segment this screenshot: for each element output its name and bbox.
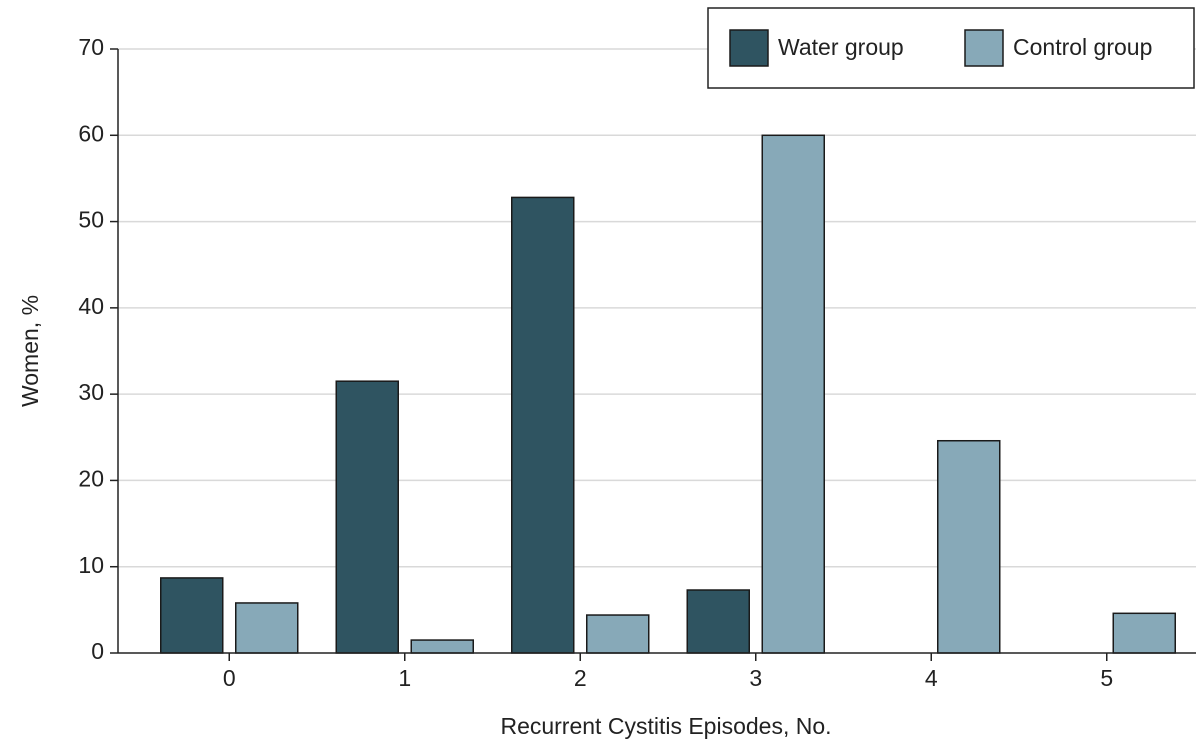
y-tick-label: 50 bbox=[78, 207, 104, 233]
x-tick-label: 0 bbox=[223, 665, 236, 691]
x-tick-label: 1 bbox=[398, 665, 411, 691]
legend-label: Water group bbox=[778, 34, 904, 60]
y-tick-label: 40 bbox=[78, 293, 104, 319]
x-tick-label: 5 bbox=[1100, 665, 1113, 691]
x-tick-label: 4 bbox=[925, 665, 938, 691]
x-axis-label: Recurrent Cystitis Episodes, No. bbox=[500, 713, 831, 739]
bar bbox=[586, 614, 650, 654]
bar bbox=[235, 602, 299, 654]
y-tick-label: 60 bbox=[78, 120, 104, 146]
bar bbox=[410, 639, 474, 654]
bar bbox=[686, 589, 750, 654]
x-tick-label: 2 bbox=[574, 665, 587, 691]
legend-swatch bbox=[729, 29, 769, 67]
y-tick-label: 20 bbox=[78, 466, 104, 492]
legend-label: Control group bbox=[1013, 34, 1152, 60]
y-axis-label: Women, % bbox=[17, 295, 43, 407]
bar bbox=[1112, 612, 1176, 654]
legend-swatch bbox=[964, 29, 1004, 67]
y-tick-label: 70 bbox=[78, 34, 104, 60]
bar bbox=[511, 196, 575, 654]
bar bbox=[335, 380, 399, 654]
bar bbox=[937, 439, 1001, 654]
y-tick-label: 30 bbox=[78, 379, 104, 405]
bar bbox=[160, 577, 224, 654]
bar bbox=[761, 134, 825, 654]
y-tick-label: 10 bbox=[78, 552, 104, 578]
y-tick-label: 0 bbox=[91, 638, 104, 664]
legend-box bbox=[707, 7, 1195, 89]
x-tick-label: 3 bbox=[749, 665, 762, 691]
